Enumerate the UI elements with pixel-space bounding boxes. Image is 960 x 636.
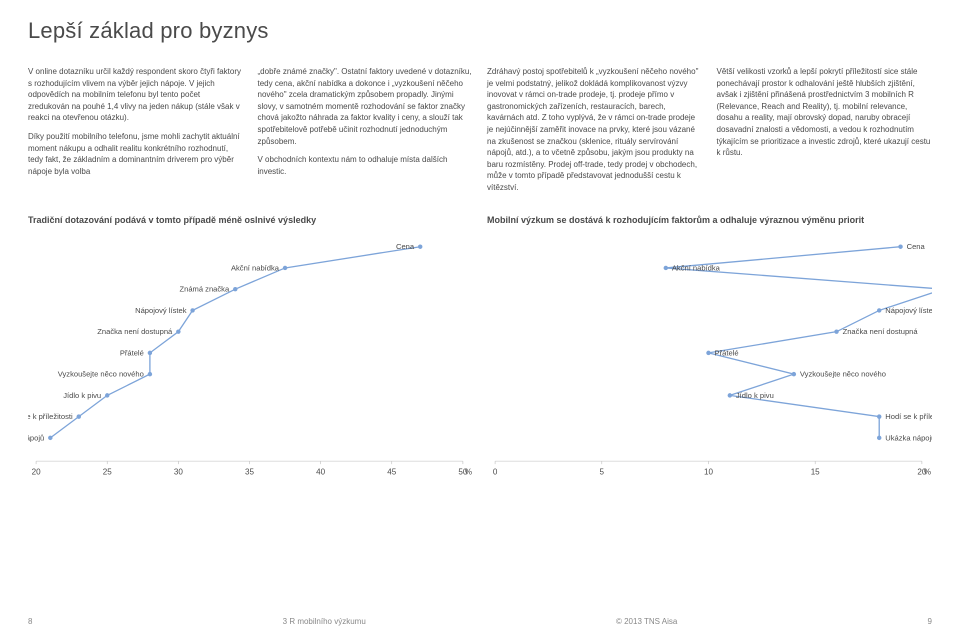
body-col-2: „dobře známé značky". Ostatní faktory uv…: [258, 66, 474, 201]
svg-text:5: 5: [600, 467, 605, 476]
svg-text:Cena: Cena: [907, 242, 926, 251]
svg-text:Akční nabídka: Akční nabídka: [672, 263, 721, 272]
body-columns: V online dotazníku určil každý responden…: [0, 44, 960, 201]
body-col-1: V online dotazníku určil každý responden…: [28, 66, 244, 201]
svg-text:Hodí se k příležitosti: Hodí se k příležitosti: [885, 412, 932, 421]
svg-text:Vyzkoušejte něco nového: Vyzkoušejte něco nového: [58, 369, 144, 378]
svg-text:Ukázka nápojů: Ukázka nápojů: [885, 433, 932, 442]
svg-text:40: 40: [316, 467, 325, 476]
svg-text:30: 30: [174, 467, 183, 476]
svg-text:15: 15: [811, 467, 820, 476]
subheading-left: Tradiční dotazování podává v tomto přípa…: [28, 215, 473, 225]
body-col-3: Zdráhavý postoj spotřebitelů k „vyzkouše…: [487, 66, 703, 201]
chart-left-svg: 20253035404550%CenaAkční nabídkaZnámá zn…: [28, 231, 473, 491]
svg-text:Cena: Cena: [396, 242, 415, 251]
svg-text:Nápojový lístek: Nápojový lístek: [135, 305, 187, 314]
svg-text:Přátelé: Přátelé: [715, 348, 739, 357]
svg-text:%: %: [465, 467, 472, 476]
para: V online dotazníku určil každý responden…: [28, 66, 244, 124]
subheadings-row: Tradiční dotazování podává v tomto přípa…: [0, 201, 960, 225]
svg-text:Značka není dostupná: Značka není dostupná: [843, 327, 919, 336]
svg-text:0: 0: [493, 467, 498, 476]
footer-center-left: 3 R mobilního výzkumu: [283, 617, 366, 626]
svg-text:45: 45: [387, 467, 396, 476]
svg-text:Nápojový lístek: Nápojový lístek: [885, 305, 932, 314]
body-col-4: Větší velikosti vzorků a lepší pokrytí p…: [717, 66, 933, 201]
footer-left-page: 8: [28, 617, 32, 626]
footer-center-right: © 2013 TNS Aisa: [616, 617, 677, 626]
para: Větší velikosti vzorků a lepší pokrytí p…: [717, 66, 933, 159]
svg-text:Známá značka: Známá značka: [179, 284, 229, 293]
svg-text:35: 35: [245, 467, 254, 476]
svg-text:Značka není dostupná: Značka není dostupná: [97, 327, 173, 336]
svg-text:Vyzkoušejte něco nového: Vyzkoušejte něco nového: [800, 369, 886, 378]
page-footer: 8 3 R mobilního výzkumu © 2013 TNS Aisa …: [0, 617, 960, 626]
svg-text:25: 25: [103, 467, 112, 476]
svg-text:Ukázka nápojů: Ukázka nápojů: [28, 433, 44, 442]
svg-text:%: %: [924, 467, 931, 476]
svg-text:Jídlo k pivu: Jídlo k pivu: [63, 390, 101, 399]
para: Zdráhavý postoj spotřebitelů k „vyzkouše…: [487, 66, 703, 194]
chart-left: 20253035404550%CenaAkční nabídkaZnámá zn…: [28, 231, 473, 491]
svg-text:Přátelé: Přátelé: [120, 348, 144, 357]
chart-right: 05101520%CenaAkční nabídkaZnámá značkaNá…: [487, 231, 932, 491]
svg-text:Jídlo k pivu: Jídlo k pivu: [736, 390, 774, 399]
footer-right-page: 9: [928, 617, 932, 626]
svg-text:Akční nabídka: Akční nabídka: [231, 263, 280, 272]
svg-text:Hodí se k příležitosti: Hodí se k příležitosti: [28, 412, 73, 421]
para: Díky použití mobilního telefonu, jsme mo…: [28, 131, 244, 177]
chart-right-svg: 05101520%CenaAkční nabídkaZnámá značkaNá…: [487, 231, 932, 491]
para: „dobře známé značky". Ostatní faktory uv…: [258, 66, 474, 147]
subheading-right: Mobilní výzkum se dostává k rozhodujícím…: [487, 215, 932, 225]
charts-row: 20 25 30 35 40 45 5 0% Cena Akční nabídka Známá zn…: [0, 225, 960, 491]
page-title: Lepší základ pro byznys: [0, 0, 960, 44]
para: V obchodních kontextu nám to odhaluje mí…: [258, 154, 474, 177]
svg-text:10: 10: [704, 467, 713, 476]
svg-text:20: 20: [32, 467, 41, 476]
